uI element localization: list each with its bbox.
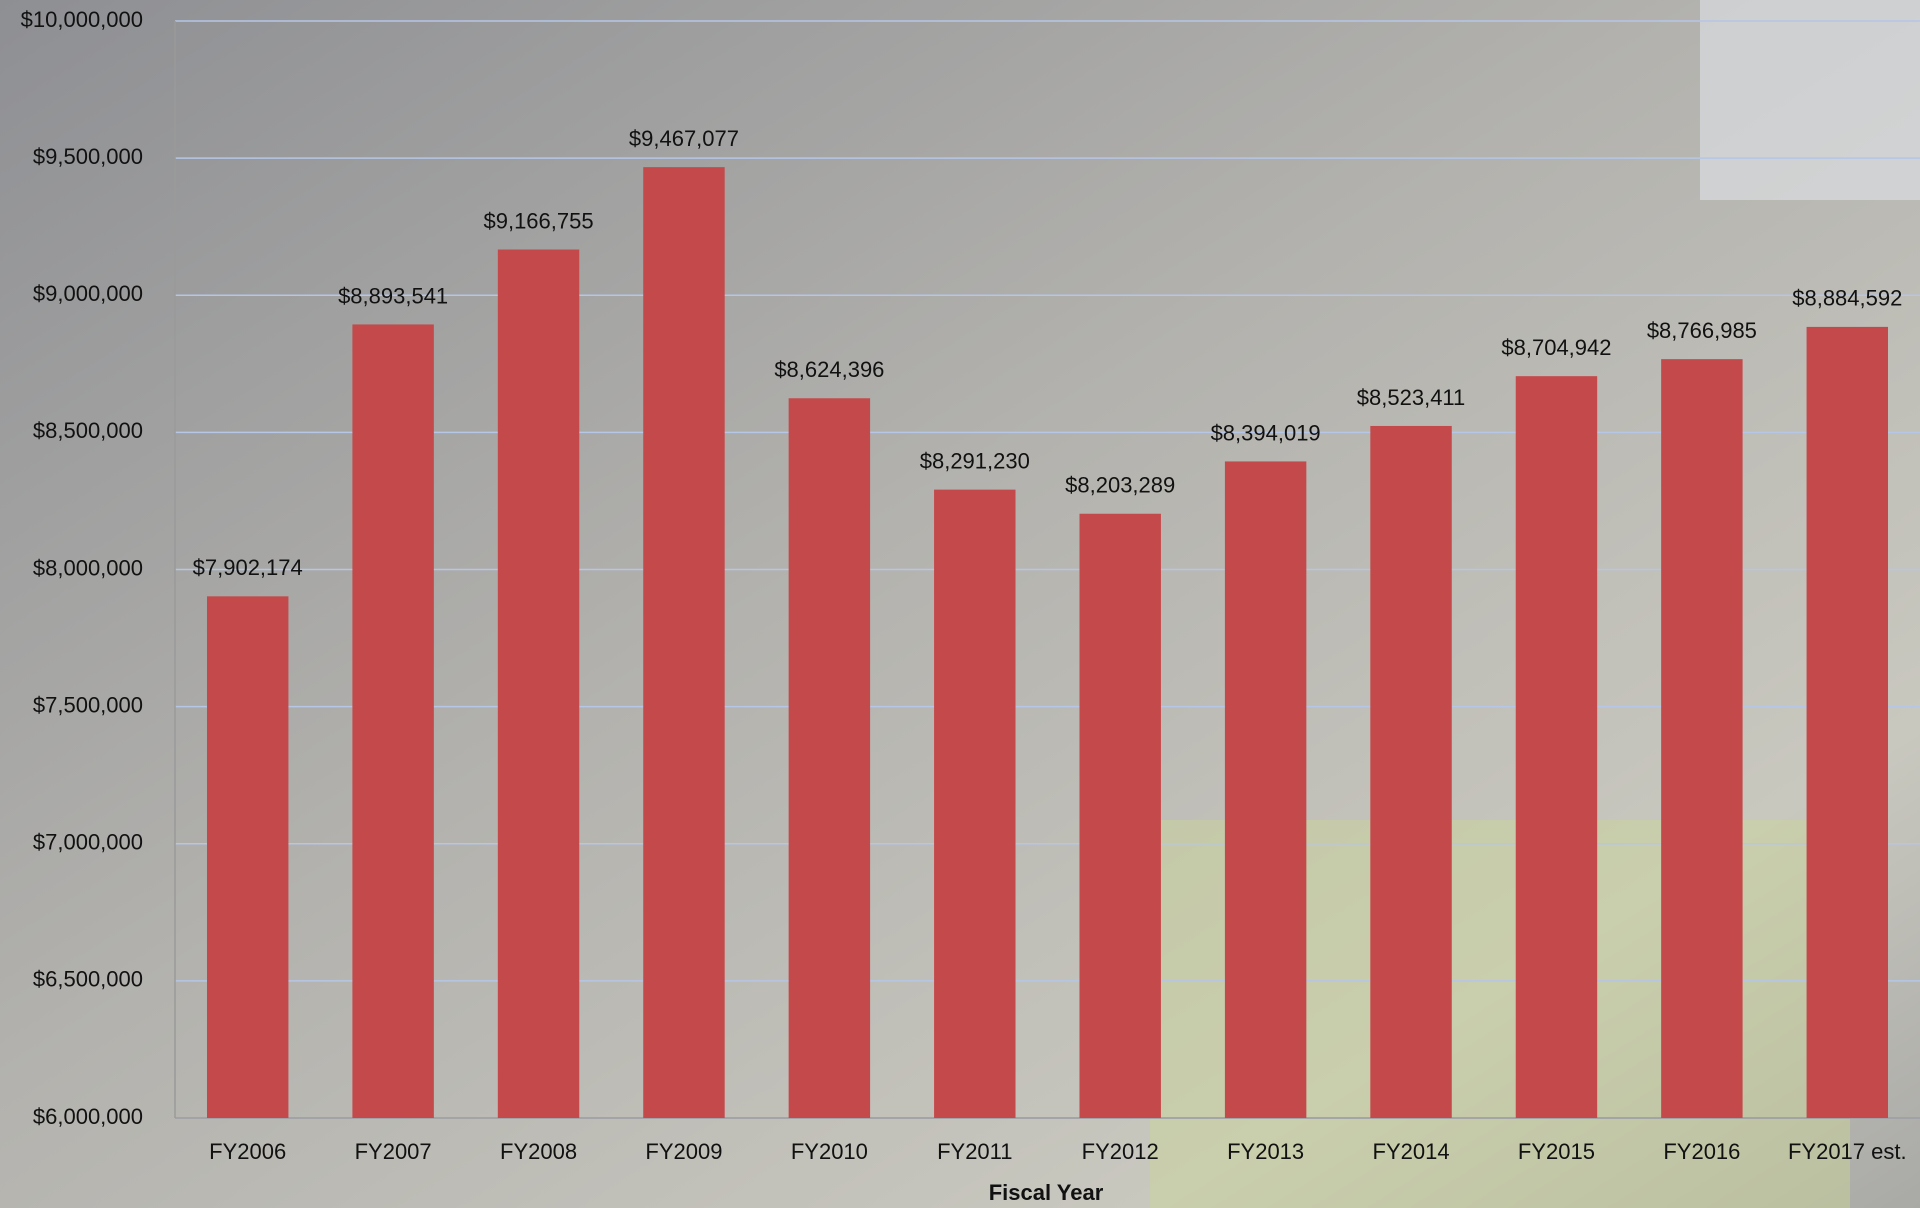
- x-tick-label: FY2016: [1663, 1139, 1740, 1164]
- data-label: $8,704,942: [1501, 335, 1611, 360]
- y-tick-label: $8,500,000: [33, 418, 143, 443]
- bar: [1370, 425, 1452, 1118]
- data-label: $8,884,592: [1792, 286, 1902, 311]
- bar: [1806, 326, 1889, 1118]
- y-tick-label: $10,000,000: [21, 7, 143, 32]
- x-tick-label: FY2010: [791, 1139, 868, 1164]
- data-label: $8,394,019: [1211, 420, 1321, 445]
- bar: [643, 167, 725, 1119]
- bar: [1515, 376, 1598, 1118]
- bar: [788, 398, 871, 1118]
- x-tick-label: FY2015: [1518, 1139, 1595, 1164]
- x-tick-label: FY2007: [355, 1139, 432, 1164]
- bar: [206, 596, 289, 1118]
- data-label: $8,624,396: [774, 357, 884, 382]
- bar: [1224, 461, 1307, 1118]
- y-tick-label: $7,000,000: [33, 830, 143, 855]
- x-tick-label: FY2017 est.: [1788, 1139, 1907, 1164]
- data-label: $8,766,985: [1647, 318, 1757, 343]
- bar: [497, 249, 580, 1118]
- bar: [1661, 359, 1743, 1118]
- y-tick-label: $7,500,000: [33, 692, 143, 717]
- data-label: $8,291,230: [920, 448, 1030, 473]
- x-tick-label: FY2009: [645, 1139, 722, 1164]
- data-label: $8,523,411: [1357, 385, 1465, 410]
- y-tick-label: $6,000,000: [33, 1104, 143, 1129]
- background-detail: [1700, 0, 1920, 200]
- y-tick-label: $9,000,000: [33, 281, 143, 306]
- x-tick-label: FY2008: [500, 1139, 577, 1164]
- y-tick-label: $9,500,000: [33, 144, 143, 169]
- x-tick-label: FY2014: [1373, 1139, 1450, 1164]
- data-label: $9,166,755: [483, 208, 593, 233]
- data-label: $9,467,077: [629, 126, 739, 151]
- bar: [934, 489, 1016, 1119]
- bar: [1079, 513, 1161, 1118]
- x-tick-label: FY2012: [1082, 1139, 1159, 1164]
- bar: [352, 324, 434, 1118]
- data-label: $8,893,541: [338, 283, 448, 308]
- data-label: $8,203,289: [1065, 473, 1175, 498]
- x-tick-label: FY2006: [209, 1139, 286, 1164]
- x-tick-label: FY2013: [1227, 1139, 1304, 1164]
- x-tick-label: FY2011: [937, 1139, 1012, 1164]
- data-label: $7,902,174: [193, 555, 303, 580]
- x-axis-title: Fiscal Year: [989, 1180, 1104, 1205]
- y-tick-label: $6,500,000: [33, 967, 143, 992]
- y-tick-label: $8,000,000: [33, 555, 143, 580]
